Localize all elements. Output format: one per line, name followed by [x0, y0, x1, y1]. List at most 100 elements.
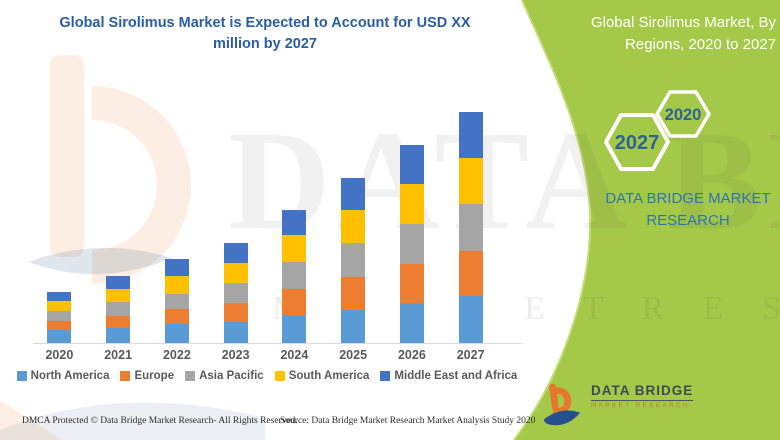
- bar-segment-2023: [223, 283, 248, 303]
- side-panel-title-line2: Regions, 2020 to 2027: [625, 36, 776, 53]
- bar-segment-2026: [399, 264, 424, 303]
- chart-title-line1: Global Sirolimus Market is Expected to A…: [59, 15, 471, 31]
- legend-swatch: [185, 371, 196, 381]
- footer-dmca-text: DMCA Protected © Data Bridge Market Rese…: [22, 416, 298, 426]
- data-bridge-logo-icon: [543, 383, 581, 426]
- bar-segment-2023: [223, 263, 248, 283]
- bar-segment-2020: [47, 301, 72, 311]
- bar-segment-2026: [399, 145, 424, 184]
- bar-segment-2024: [282, 235, 307, 262]
- logo-text-block: DATA BRIDGE MARKET RESEARCH: [591, 383, 694, 409]
- legend-swatch: [274, 371, 285, 381]
- bar-segment-2021: [106, 316, 131, 328]
- bar-column-2027: [441, 78, 500, 343]
- footer-source-text: Source: Data Bridge Market Research Mark…: [280, 416, 536, 426]
- bar-segment-2024: [282, 262, 307, 289]
- bar-segment-2022: [164, 324, 189, 343]
- bar-column-2023: [206, 78, 265, 343]
- stacked-bar-2025: [341, 178, 366, 343]
- bar-segment-2025: [341, 178, 366, 210]
- bar-column-2024: [265, 78, 324, 343]
- stacked-bar-2023: [223, 243, 248, 343]
- legend-swatch: [120, 371, 131, 381]
- chart-title-line2: million by 2027: [213, 36, 317, 52]
- legend-label: Middle East and Africa: [394, 370, 518, 382]
- x-tick-label-2027: 2027: [456, 348, 485, 362]
- bar-column-2020: [30, 78, 89, 343]
- legend-item: South America: [274, 370, 370, 382]
- bar-segment-2027: [458, 158, 483, 204]
- bar-segment-2026: [399, 224, 424, 264]
- chart-title: Global Sirolimus Market is Expected to A…: [25, 13, 505, 55]
- bar-segment-2020: [47, 330, 72, 343]
- legend-label: Asia Pacific: [199, 370, 264, 382]
- bar-segment-2022: [164, 309, 189, 324]
- bar-segment-2026: [399, 184, 424, 224]
- bar-segment-2027: [458, 251, 483, 296]
- data-bridge-logo: DATA BRIDGE MARKET RESEARCH: [542, 383, 694, 431]
- legend-label: North America: [30, 370, 110, 382]
- bar-segment-2022: [164, 276, 189, 294]
- legend-item: Europe: [120, 370, 174, 382]
- x-tick-label-2025: 2025: [339, 348, 368, 362]
- legend-item: Middle East and Africa: [380, 370, 517, 382]
- bar-column-2021: [89, 78, 148, 343]
- legend: North America Europe Asia Pacific South Ame…: [12, 370, 522, 382]
- bar-segment-2026: [399, 303, 424, 343]
- side-panel-title-line1: Global Sirolimus Market, By: [590, 14, 776, 31]
- x-axis-labels: 2020 2021 2022 2023 2024 2025 2026 2027: [30, 348, 500, 362]
- stacked-bar-2026: [399, 145, 424, 343]
- bar-segment-2024: [282, 210, 307, 235]
- x-tick-label-2026: 2026: [397, 348, 426, 362]
- x-tick-label-2020: 2020: [45, 348, 74, 362]
- x-tick-label-2024: 2024: [280, 348, 309, 362]
- bar-segment-2027: [458, 296, 483, 343]
- bar-segment-2021: [106, 328, 131, 343]
- logo-name-text: DATA BRIDGE: [591, 383, 694, 401]
- x-tick-label-2021: 2021: [104, 348, 133, 362]
- bar-segment-2022: [164, 294, 189, 309]
- bar-segment-2025: [341, 310, 366, 343]
- bar-segment-2025: [341, 277, 366, 310]
- legend-item: Asia Pacific: [185, 370, 264, 382]
- logo-tagline-text: MARKET RESEARCH: [591, 403, 690, 409]
- legend-label: Europe: [134, 370, 175, 382]
- stacked-bar-2022: [164, 259, 189, 343]
- panel-brand-line2: RESEARCH: [646, 212, 730, 229]
- side-panel-title: Global Sirolimus Market, By Regions, 202…: [516, 12, 776, 56]
- legend-label: South America: [288, 370, 370, 382]
- bar-column-2025: [324, 78, 383, 343]
- legend-swatch: [16, 371, 27, 381]
- bar-segment-2024: [282, 315, 307, 343]
- x-tick-label-2022: 2022: [162, 348, 191, 362]
- bar-segment-2020: [47, 311, 72, 321]
- bar-segment-2020: [47, 292, 72, 301]
- bar-segment-2020: [47, 321, 72, 330]
- bar-segment-2027: [458, 204, 483, 251]
- bar-column-2022: [148, 78, 207, 343]
- stacked-bar-2021: [106, 276, 131, 343]
- bar-segment-2023: [223, 322, 248, 343]
- bar-segment-2024: [282, 289, 307, 315]
- x-axis-line: [33, 343, 522, 344]
- bar-segment-2021: [106, 276, 131, 289]
- legend-swatch: [380, 371, 391, 381]
- bar-segment-2025: [341, 243, 366, 277]
- legend-item: North America: [16, 370, 110, 382]
- bar-segment-2025: [341, 210, 366, 243]
- stacked-bar-2020: [47, 292, 72, 343]
- bar-segment-2021: [106, 302, 131, 316]
- bar-segment-2023: [223, 243, 248, 263]
- bar-segment-2021: [106, 289, 131, 302]
- stacked-bar-2024: [282, 210, 307, 343]
- bar-column-2026: [383, 78, 442, 343]
- plot-area: [30, 78, 500, 343]
- panel-brand-line1: DATA BRIDGE MARKET: [605, 190, 771, 207]
- panel-brand-text: DATA BRIDGE MARKET RESEARCH: [597, 188, 779, 232]
- bar-segment-2027: [458, 112, 483, 158]
- bar-segment-2023: [223, 303, 248, 322]
- bar-segment-2022: [164, 259, 189, 276]
- stacked-bar-2027: [458, 112, 483, 343]
- x-tick-label-2023: 2023: [221, 348, 250, 362]
